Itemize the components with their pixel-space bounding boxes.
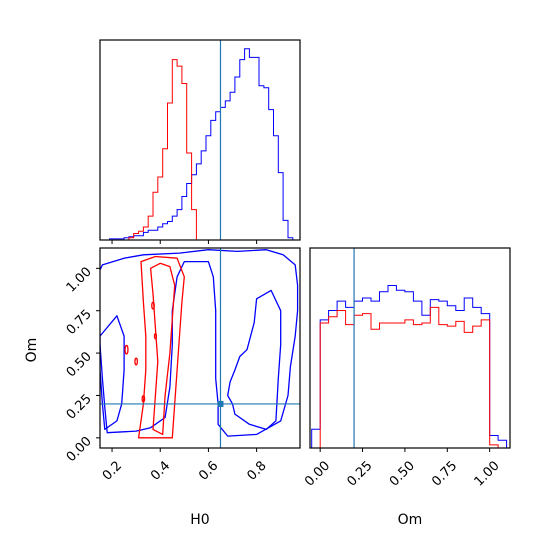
truth-crosshair — [100, 248, 300, 448]
om-axis-label: Om — [24, 338, 40, 363]
contour-blue-inner-left — [100, 315, 125, 431]
om-hist-blue — [311, 285, 508, 448]
contour-red-island — [151, 301, 155, 310]
contour-red-island — [124, 344, 129, 355]
contour-frame — [99, 247, 301, 449]
panel-h0-hist — [99, 39, 301, 244]
om-hist-axis-label: Om — [398, 512, 423, 528]
h0-axis-label: H0 — [190, 512, 209, 528]
contour-red-island — [141, 395, 146, 403]
om-hist-red — [311, 306, 507, 449]
contour-red-island — [153, 332, 158, 340]
contour-blue-inner-right — [227, 289, 282, 431]
h0-hist-ticks — [111, 240, 258, 244]
om-hist-series — [311, 285, 508, 449]
h0-hist-frame — [99, 39, 301, 241]
truth-marker — [217, 400, 224, 407]
h0-hist-blue — [100, 48, 298, 241]
contour-red-island — [134, 357, 138, 366]
om-hist-frame — [309, 247, 511, 449]
